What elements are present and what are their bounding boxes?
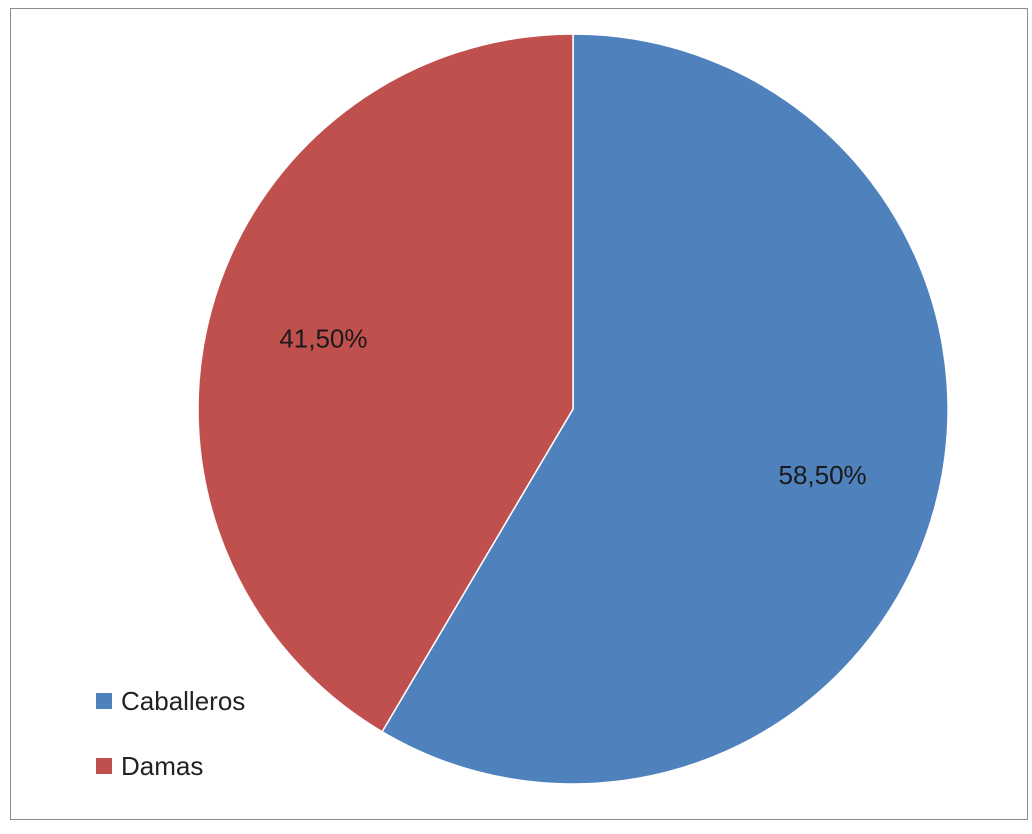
legend: Caballeros Damas: [96, 686, 245, 816]
legend-item-damas: Damas: [96, 751, 245, 781]
data-label-caballeros: 58,50%: [778, 460, 866, 490]
legend-label-damas: Damas: [121, 750, 204, 781]
pie-chart: 58,50% 41,50%: [197, 33, 949, 785]
legend-item-caballeros: Caballeros: [96, 686, 245, 716]
legend-label-caballeros: Caballeros: [121, 685, 246, 716]
pie-slice-caballeros: [381, 33, 949, 785]
pie-slices: [197, 33, 949, 785]
pie-data-labels: 58,50% 41,50%: [279, 324, 866, 491]
legend-swatch-damas: [96, 758, 112, 774]
legend-swatch-caballeros: [96, 693, 112, 709]
pie-slice-damas: [197, 33, 574, 733]
data-label-damas: 41,50%: [279, 324, 367, 354]
chart-area: 58,50% 41,50% Caballeros Damas: [10, 8, 1028, 820]
